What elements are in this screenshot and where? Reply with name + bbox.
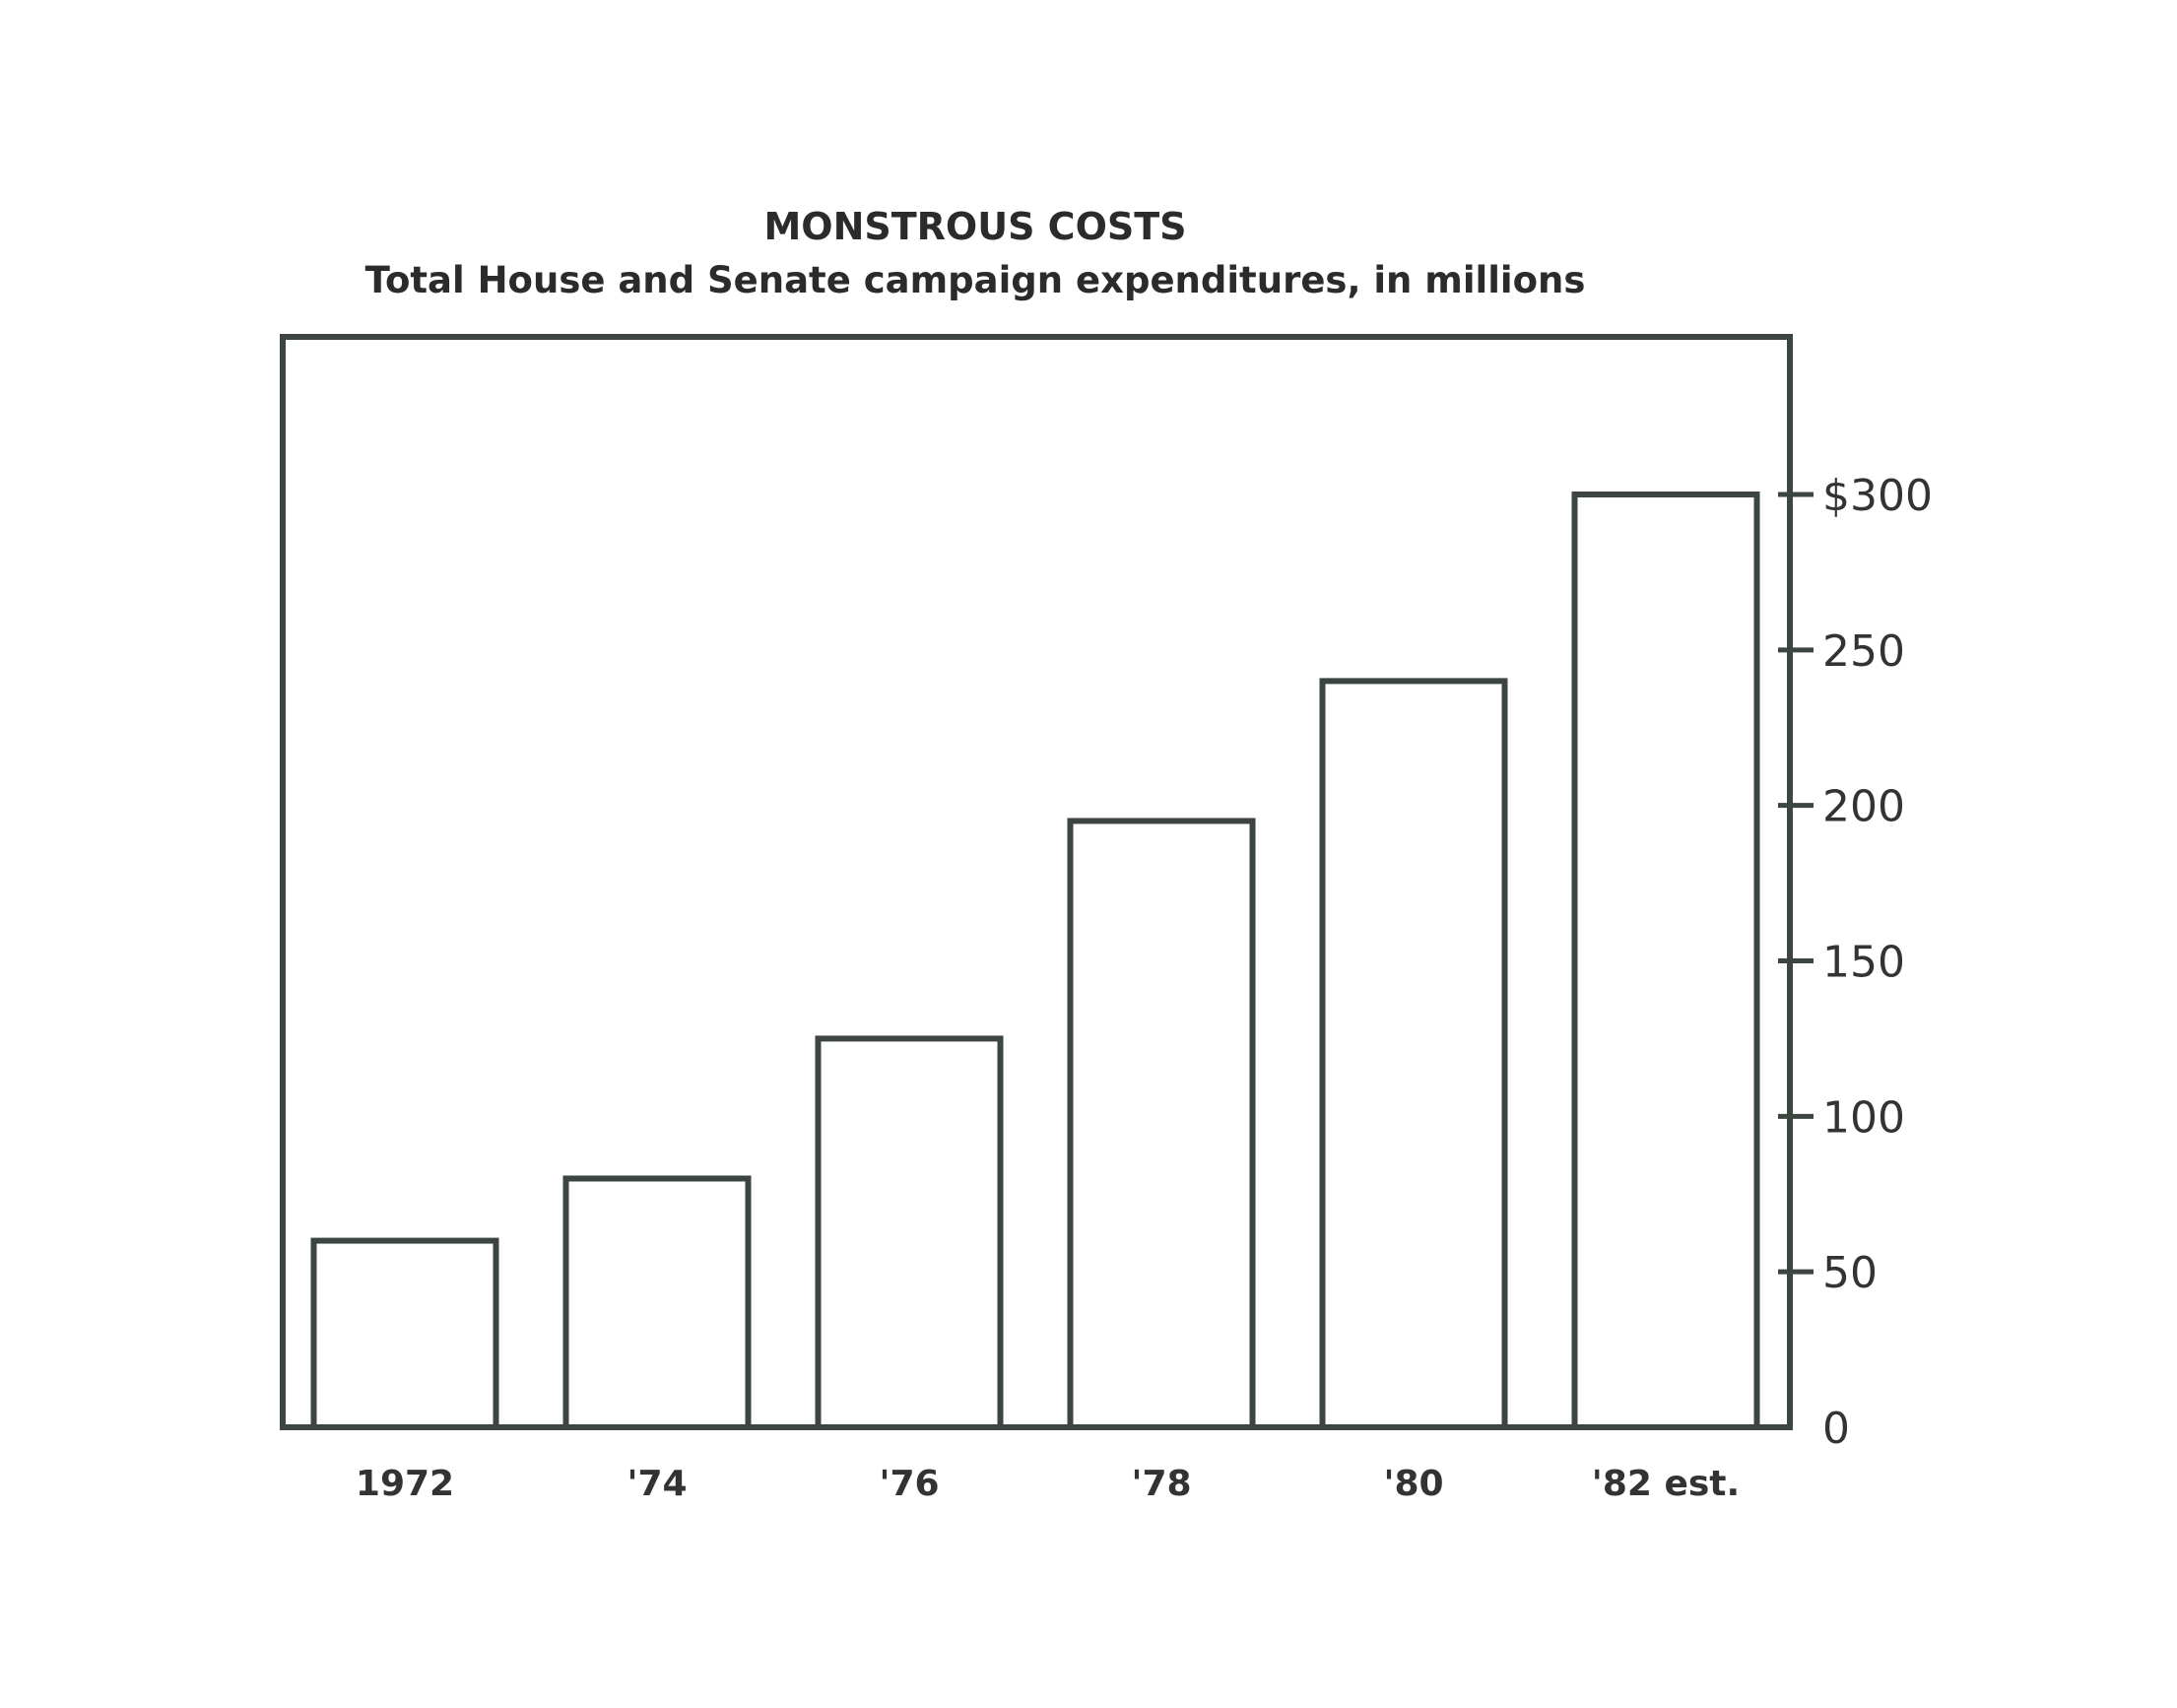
bar-2: [815, 1035, 1004, 1430]
x-tick-label-4: '80: [1383, 1464, 1443, 1504]
chart-subtitle: Total House and Senate campaign expendit…: [365, 259, 1586, 301]
x-tick-label-3: '78: [1131, 1464, 1191, 1504]
y-tick-label-4: 200: [1822, 782, 1905, 832]
x-tick-label-5: '82 est.: [1592, 1464, 1740, 1504]
bar-0: [310, 1237, 499, 1430]
bar-1: [562, 1175, 752, 1431]
y-tick-label-0: 0: [1822, 1404, 1850, 1454]
y-tick-label-5: 250: [1822, 626, 1905, 677]
bars: [310, 492, 1760, 1431]
y-tick-label-3: 150: [1822, 938, 1905, 988]
y-axis-ticks: 0 50 100 150 200 250 $300: [1778, 471, 1933, 1454]
bar-4: [1319, 678, 1508, 1430]
x-tick-label-2: '76: [879, 1464, 939, 1504]
x-axis-labels: 1972 '74 '76 '78 '80 '82 est.: [356, 1464, 1740, 1504]
x-tick-label-1: '74: [627, 1464, 687, 1504]
y-tick-label-1: 50: [1822, 1248, 1878, 1298]
y-tick-label-2: 100: [1822, 1092, 1905, 1143]
bar-5: [1571, 492, 1760, 1430]
chart-title: MONSTROUS COSTS: [763, 205, 1186, 248]
plot-frame: [280, 334, 1793, 1430]
y-tick-label-6: $300: [1822, 471, 1933, 521]
x-tick-label-0: 1972: [356, 1464, 454, 1504]
bar-3: [1067, 818, 1256, 1430]
